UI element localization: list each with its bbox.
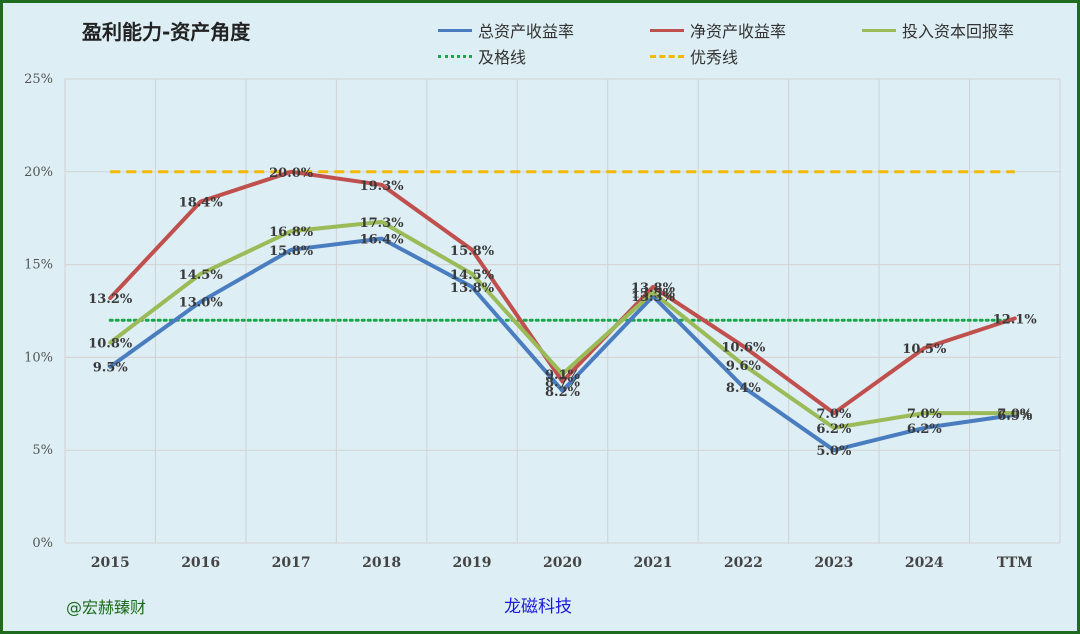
legend-item-excellent-line: 优秀线	[650, 46, 739, 67]
legend-label-roic: 投入资本回报率	[902, 22, 1015, 41]
x-tick-label: TTM	[997, 555, 1033, 571]
legend-label-roe: 净资产收益率	[690, 22, 787, 41]
data-label: 12.1%	[993, 312, 1038, 327]
data-label: 13.8%	[631, 281, 676, 296]
data-label: 15.8%	[269, 244, 314, 259]
data-label: 10.5%	[902, 342, 947, 357]
data-label: 10.8%	[88, 337, 133, 352]
data-label: 13.3%	[631, 290, 676, 305]
reference-lines	[108, 170, 1017, 322]
x-tick-label: 2024	[905, 555, 944, 571]
data-label: 18.4%	[179, 195, 224, 210]
x-tick-label: 2015	[91, 555, 130, 571]
data-label: 16.4%	[360, 233, 405, 248]
x-tick-label: 2020	[543, 555, 582, 571]
series-line	[108, 219, 1017, 430]
data-label: 13.2%	[88, 292, 133, 307]
data-label: 8.4%	[726, 381, 762, 396]
legend-label-roa: 总资产收益率	[478, 22, 575, 41]
x-tick-label: 2017	[272, 555, 311, 571]
legend-swatch-roic	[862, 28, 896, 32]
data-label: 8.2%	[545, 385, 581, 400]
x-tick-label: 2022	[724, 555, 763, 571]
legend-item-roic: 投入资本回报率	[862, 20, 1015, 41]
series-lines	[108, 169, 1017, 453]
data-label: 19.3%	[360, 179, 405, 194]
data-label: 7.0%	[907, 407, 943, 422]
data-label: 9.1%	[545, 368, 581, 383]
data-label: 8.7%	[545, 376, 581, 391]
legend-item-pass-line: 及格线	[438, 46, 527, 67]
x-tick-label: 2021	[633, 555, 672, 571]
y-tick-label: 20%	[24, 165, 53, 180]
x-tick-label: 2018	[362, 555, 401, 571]
y-tick-label: 10%	[24, 350, 53, 365]
y-tick-label: 25%	[24, 72, 53, 87]
data-label: 7.0%	[997, 407, 1033, 422]
data-label: 14.5%	[179, 268, 224, 283]
legend-label-excellent-line: 优秀线	[690, 48, 739, 67]
data-label: 10.6%	[721, 340, 766, 355]
chart-title: 盈利能力-资产角度	[82, 20, 251, 44]
data-label: 13.5%	[631, 286, 676, 301]
data-label: 7.0%	[816, 407, 852, 422]
legend-swatch-roe	[650, 28, 684, 32]
legend-swatch-roa	[438, 28, 472, 32]
x-tick-label: 2019	[453, 555, 492, 571]
data-label: 6.2%	[907, 422, 943, 437]
grid-layer	[64, 78, 1061, 544]
y-tick-label: 5%	[32, 443, 53, 458]
data-label: 15.8%	[450, 244, 495, 259]
series-line	[108, 169, 1017, 416]
x-tick-label: 2023	[814, 555, 853, 571]
legend-label-pass-line: 及格线	[478, 48, 527, 67]
data-label: 6.2%	[816, 422, 852, 437]
y-tick-label: 15%	[24, 258, 53, 273]
legend-item-roe: 净资产收益率	[650, 20, 787, 41]
data-label: 5.0%	[816, 444, 852, 459]
data-label: 13.8%	[450, 281, 495, 296]
data-label: 9.5%	[93, 361, 129, 376]
legend-swatch-excellent-line	[650, 54, 684, 58]
x-tick-label: 2016	[181, 555, 220, 571]
data-label: 13.0%	[179, 296, 224, 311]
data-labels: 9.5% 13.0% 15.8% 16.4% 13.8% 8.2% 13.3% 8.4% 5.0…	[88, 166, 1037, 459]
footer-company-name: 龙磁科技	[504, 597, 572, 617]
data-label: 9.6%	[726, 359, 762, 374]
data-label: 17.3%	[360, 216, 405, 231]
legend-swatch-pass-line	[438, 54, 472, 58]
data-label: 14.5%	[450, 268, 495, 283]
data-label: 16.8%	[269, 225, 314, 240]
footer-watermark: @宏赫臻财	[66, 598, 147, 617]
series-line	[108, 236, 1017, 453]
legend-item-roa: 总资产收益率	[438, 20, 575, 41]
axis-labels: 0% 5% 10% 15% 20% 25% 2015 2016 2017 2018 2019 2020…	[24, 72, 1033, 571]
data-label: 6.9%	[997, 409, 1033, 424]
data-label: 20.0%	[269, 166, 314, 181]
y-tick-label: 0%	[32, 536, 53, 551]
